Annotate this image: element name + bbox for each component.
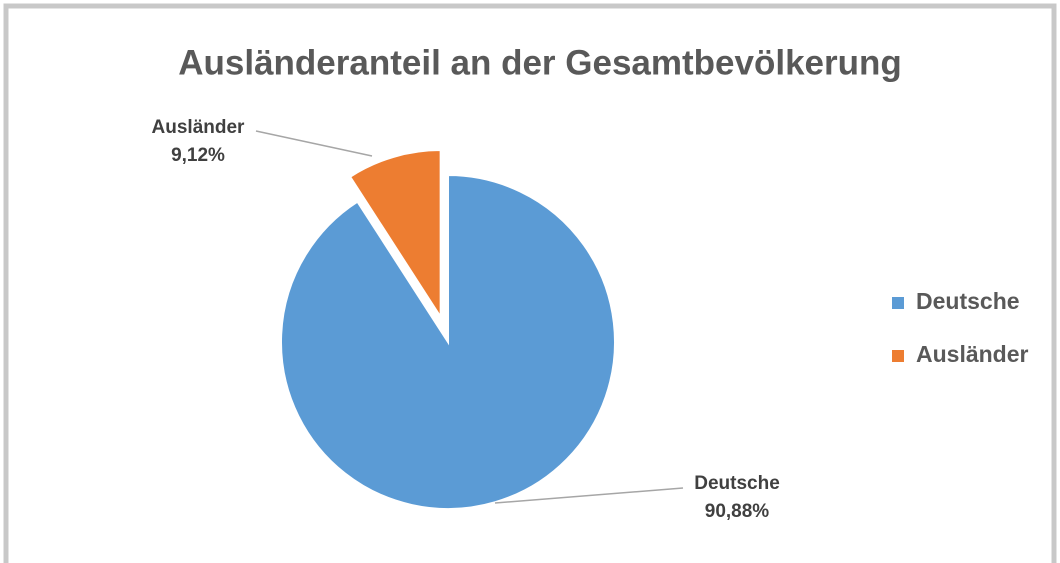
pie-slice [348,149,442,321]
data-label-value: 90,88% [705,501,770,522]
legend-label: Deutsche [916,288,1020,314]
chart-title: Ausländeranteil an der Gesamtbevölkerung [178,43,902,82]
legend-label: Ausländer [916,341,1029,367]
legend-swatch [892,350,904,362]
data-label-name: Deutsche [694,473,780,494]
leader-line [255,130,373,157]
leader-line [494,487,684,504]
data-label-name: Ausländer [152,117,246,138]
data-label-value: 9,12% [171,145,225,166]
pie-slice [280,173,616,510]
legend-swatch [892,297,904,309]
